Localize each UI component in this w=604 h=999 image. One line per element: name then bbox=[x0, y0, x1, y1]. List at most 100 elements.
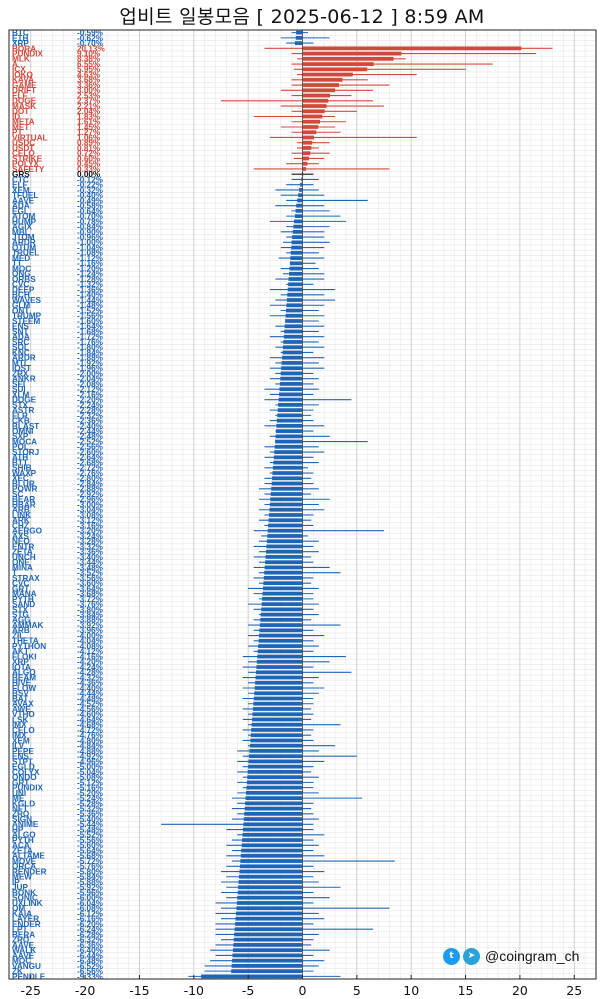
percent-label: 3.68% bbox=[77, 76, 101, 85]
change-bar bbox=[281, 366, 303, 371]
change-bar bbox=[269, 507, 303, 512]
change-bar bbox=[233, 943, 303, 947]
coin-row: PUNDIX -5.16% bbox=[12, 784, 314, 793]
percent-label: -0.22% bbox=[77, 181, 104, 190]
symbol-label: JTOM bbox=[12, 233, 35, 242]
symbol-label: UXLINK bbox=[12, 899, 43, 908]
coin-row: AAVE -6.36% bbox=[12, 941, 312, 950]
symbol-label: AGG bbox=[12, 616, 31, 625]
change-bar bbox=[302, 167, 307, 171]
percent-label: -5.16% bbox=[77, 784, 104, 793]
symbol-label: MANA bbox=[12, 590, 37, 599]
percent-label: -2.52% bbox=[77, 437, 104, 446]
percent-label: -6.36% bbox=[77, 941, 104, 950]
coin-row: ARB -3.04% bbox=[12, 506, 325, 515]
symbol-label: AMMAK bbox=[12, 621, 43, 630]
percent-label: -6.48% bbox=[77, 957, 104, 966]
change-bar bbox=[291, 245, 303, 250]
symbol-label: GLM bbox=[12, 301, 30, 310]
coin-row: SXP -2.48% bbox=[12, 432, 330, 441]
x-tick-label: 0 bbox=[299, 983, 307, 998]
symbol-label: BEAR bbox=[12, 495, 35, 504]
change-bar bbox=[233, 937, 303, 942]
change-bar bbox=[270, 497, 303, 502]
change-bar bbox=[247, 775, 303, 780]
coin-row: ADA -1.72% bbox=[12, 333, 325, 342]
change-bar bbox=[294, 214, 303, 219]
percent-label: -0.59% bbox=[77, 29, 104, 38]
change-bar bbox=[235, 922, 303, 926]
symbol-label: PT bbox=[12, 128, 22, 137]
coin-row: AXS -3.24% bbox=[12, 532, 308, 541]
percent-label: -1.48% bbox=[77, 301, 104, 310]
coin-row: COLYX -5.04% bbox=[12, 768, 312, 777]
symbol-label: BTC bbox=[12, 29, 29, 38]
change-bar bbox=[294, 219, 303, 224]
change-bar bbox=[295, 35, 303, 40]
x-tick-label: 25 bbox=[566, 983, 582, 998]
change-bar bbox=[260, 617, 303, 622]
percent-label: -2.08% bbox=[77, 380, 104, 389]
percent-label: -5.48% bbox=[77, 825, 104, 834]
coin-row: HBAR -3.00% bbox=[12, 500, 319, 509]
percent-label: -4.36% bbox=[77, 679, 104, 688]
percent-label: -0.70% bbox=[77, 212, 104, 221]
change-bar bbox=[240, 853, 303, 858]
coin-row: A 6.55% bbox=[12, 60, 493, 69]
change-bar bbox=[277, 408, 303, 413]
percent-label: -1.96% bbox=[77, 364, 104, 373]
change-bar bbox=[201, 974, 303, 979]
change-bar bbox=[256, 659, 303, 664]
symbol-label: NEO bbox=[12, 537, 30, 546]
coin-row: XRP -0.70% bbox=[12, 39, 314, 48]
coin-row: STX -2.24% bbox=[12, 401, 319, 410]
percent-label: -6.04% bbox=[77, 899, 104, 908]
change-bar bbox=[235, 911, 303, 916]
coin-row: AAVE -6.44% bbox=[12, 951, 314, 960]
percent-label: 6.55% bbox=[77, 60, 101, 69]
percent-label: -2.16% bbox=[77, 390, 104, 399]
change-bar bbox=[274, 450, 303, 454]
coin-row: BORA 20.13% bbox=[12, 44, 553, 53]
change-bar bbox=[302, 140, 313, 145]
percent-label: -3.00% bbox=[77, 500, 104, 509]
symbol-label: AAVE bbox=[12, 941, 35, 950]
percent-label: -4.80% bbox=[77, 736, 104, 745]
symbol-label: PYTH bbox=[12, 595, 34, 604]
percent-label: -2.76% bbox=[77, 469, 104, 478]
change-bar bbox=[295, 208, 303, 213]
change-bar bbox=[271, 481, 303, 486]
coin-row: IMX -4.68% bbox=[12, 721, 341, 730]
change-bar bbox=[248, 759, 303, 764]
symbol-label: SEI bbox=[12, 380, 25, 389]
percent-label: -1.84% bbox=[77, 348, 104, 357]
coin-row: BTC -0.59% bbox=[12, 29, 308, 38]
symbol-label: VIRTUAL bbox=[12, 133, 47, 142]
percent-label: -3.88% bbox=[77, 616, 104, 625]
percent-label: -6.08% bbox=[77, 904, 104, 913]
coin-row: IMX -4.76% bbox=[12, 731, 312, 740]
coin-row: THETA -4.04% bbox=[12, 637, 314, 646]
coin-row: ENDER -6.20% bbox=[12, 920, 314, 929]
symbol-label: WAXP bbox=[12, 469, 37, 478]
symbol-label: ZRO bbox=[12, 936, 30, 945]
symbol-label: THETA bbox=[12, 637, 39, 646]
percent-label: -4.04% bbox=[77, 637, 104, 646]
coin-row: AWE -4.56% bbox=[12, 705, 312, 714]
change-bar bbox=[231, 964, 303, 968]
coin-row: GLM -1.48% bbox=[12, 301, 325, 310]
change-bar bbox=[254, 691, 303, 696]
symbol-label: LPT bbox=[12, 925, 27, 934]
coin-row: AKT -4.12% bbox=[12, 647, 314, 656]
symbol-label: XRP bbox=[12, 658, 29, 667]
coin-row: ALTAME -5.68% bbox=[12, 852, 325, 861]
change-bar bbox=[237, 890, 303, 895]
percent-label: -3.48% bbox=[77, 563, 104, 572]
change-bar bbox=[302, 161, 308, 166]
symbol-label: AVAX bbox=[12, 700, 34, 709]
change-bar bbox=[284, 324, 303, 329]
percent-label: -0.49% bbox=[77, 196, 104, 205]
coin-row: ENS -4.92% bbox=[12, 752, 357, 761]
symbol-label: ZK bbox=[12, 967, 23, 976]
symbol-label: MTL bbox=[12, 359, 29, 368]
